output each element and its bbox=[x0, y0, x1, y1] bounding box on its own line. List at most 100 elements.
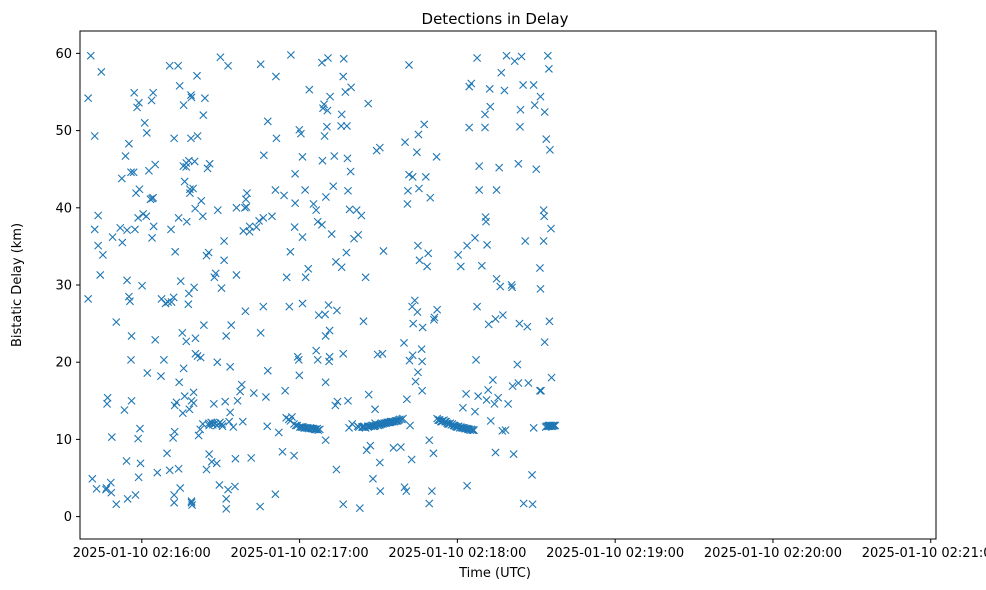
data-point bbox=[286, 50, 295, 59]
data-point bbox=[182, 217, 191, 226]
data-point bbox=[375, 143, 384, 152]
data-point bbox=[504, 399, 513, 408]
data-point bbox=[403, 186, 412, 195]
data-point bbox=[550, 421, 559, 430]
data-point bbox=[407, 455, 416, 464]
data-point bbox=[323, 106, 332, 115]
data-point bbox=[179, 364, 188, 373]
data-point bbox=[324, 54, 332, 63]
data-point bbox=[134, 434, 143, 443]
data-point bbox=[405, 356, 414, 365]
data-point bbox=[200, 94, 209, 103]
data-point bbox=[528, 500, 537, 509]
data-point bbox=[221, 397, 230, 406]
data-point bbox=[405, 170, 413, 179]
data-point bbox=[220, 237, 229, 245]
data-point bbox=[418, 386, 427, 395]
data-point bbox=[230, 482, 239, 491]
data-point bbox=[537, 386, 545, 395]
data-point bbox=[330, 152, 339, 161]
data-point bbox=[233, 396, 242, 405]
data-point bbox=[171, 247, 180, 256]
data-point bbox=[409, 319, 418, 328]
data-point bbox=[357, 211, 366, 220]
data-point bbox=[410, 296, 419, 305]
data-point bbox=[364, 99, 373, 108]
data-point bbox=[342, 248, 351, 257]
data-point bbox=[123, 494, 132, 503]
data-point bbox=[312, 346, 321, 355]
data-point bbox=[322, 122, 331, 131]
data-point bbox=[333, 397, 342, 406]
data-point bbox=[355, 504, 364, 513]
data-point bbox=[398, 414, 407, 423]
data-point bbox=[259, 302, 268, 311]
data-point bbox=[535, 386, 544, 395]
data-point bbox=[309, 199, 318, 208]
data-point bbox=[536, 92, 545, 101]
data-point bbox=[463, 481, 472, 490]
data-point bbox=[169, 293, 178, 302]
data-point bbox=[185, 405, 194, 414]
data-point bbox=[142, 212, 151, 221]
data-point bbox=[524, 379, 533, 388]
data-point bbox=[415, 256, 424, 265]
data-point bbox=[226, 362, 235, 371]
data-point bbox=[463, 241, 472, 250]
data-point bbox=[475, 186, 484, 195]
data-point bbox=[123, 276, 132, 285]
data-point bbox=[433, 305, 442, 314]
data-point bbox=[203, 164, 212, 173]
data-point bbox=[329, 182, 338, 191]
data-point bbox=[295, 371, 304, 380]
data-point bbox=[337, 121, 346, 130]
data-point bbox=[211, 269, 220, 278]
data-point bbox=[291, 421, 300, 430]
data-point bbox=[298, 299, 307, 308]
y-tick-label: 40 bbox=[55, 201, 72, 216]
data-point bbox=[342, 121, 351, 130]
data-point bbox=[549, 421, 558, 430]
data-point bbox=[151, 160, 160, 169]
data-point bbox=[108, 233, 117, 242]
data-point bbox=[151, 335, 160, 344]
data-point bbox=[122, 457, 131, 466]
data-point bbox=[508, 382, 517, 391]
data-point bbox=[243, 189, 251, 198]
data-point bbox=[285, 302, 294, 311]
data-point bbox=[492, 274, 501, 283]
data-point bbox=[508, 283, 517, 292]
data-point bbox=[213, 358, 222, 367]
data-point bbox=[375, 458, 384, 467]
data-point bbox=[129, 168, 138, 177]
data-point bbox=[321, 331, 330, 340]
data-point bbox=[123, 226, 132, 235]
data-point bbox=[278, 447, 287, 456]
data-point bbox=[402, 395, 411, 404]
data-point bbox=[359, 317, 368, 326]
data-point bbox=[491, 448, 500, 457]
data-point bbox=[391, 416, 400, 425]
data-point bbox=[131, 491, 140, 499]
data-point bbox=[519, 499, 528, 508]
data-point bbox=[193, 71, 202, 80]
data-point bbox=[153, 468, 162, 477]
data-point bbox=[185, 189, 194, 198]
y-tick-label: 50 bbox=[55, 124, 72, 139]
data-point bbox=[179, 101, 188, 110]
data-point bbox=[339, 349, 348, 358]
data-point bbox=[232, 270, 241, 279]
data-point bbox=[280, 191, 289, 200]
data-point bbox=[346, 167, 355, 176]
data-point bbox=[408, 351, 417, 360]
data-point bbox=[544, 64, 553, 73]
data-point bbox=[175, 81, 184, 90]
data-point bbox=[241, 195, 250, 204]
data-point bbox=[314, 426, 323, 435]
data-point bbox=[339, 72, 348, 81]
data-point bbox=[432, 152, 441, 161]
data-point bbox=[454, 250, 463, 259]
data-point bbox=[321, 378, 330, 387]
data-point bbox=[495, 163, 504, 172]
data-point bbox=[178, 328, 187, 337]
